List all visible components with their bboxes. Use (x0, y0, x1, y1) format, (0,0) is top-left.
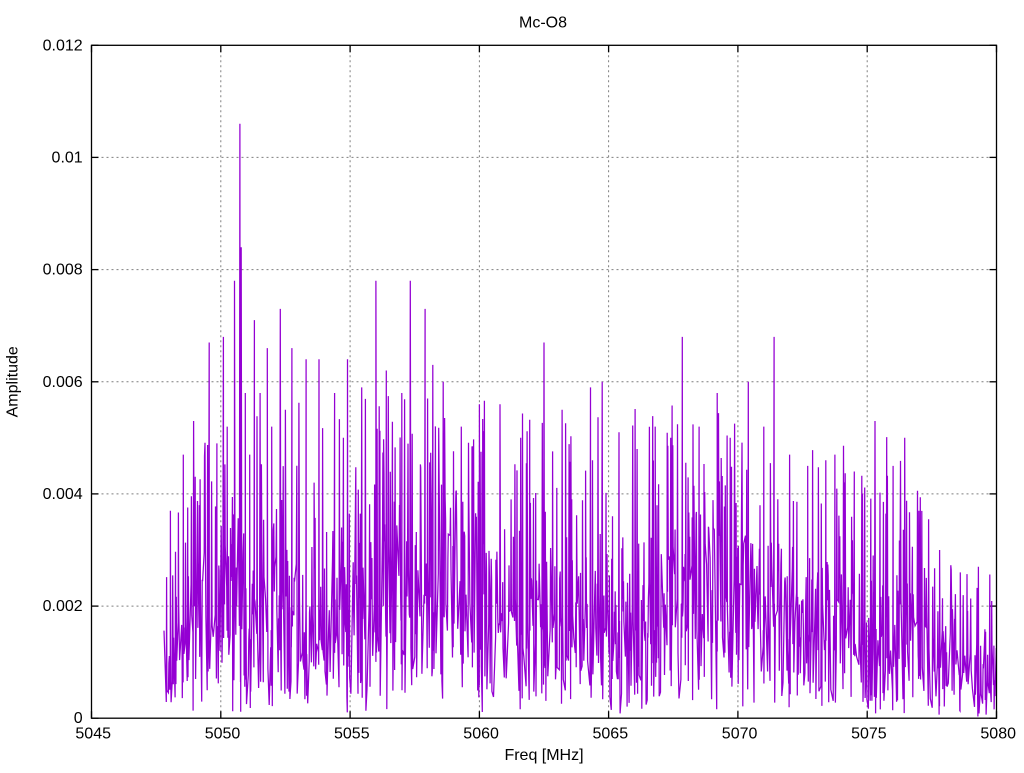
svg-text:5050: 5050 (205, 725, 241, 742)
svg-text:Amplitude: Amplitude (5, 346, 22, 417)
svg-text:0.008: 0.008 (43, 262, 83, 279)
svg-text:Freq [MHz]: Freq [MHz] (504, 747, 583, 764)
svg-text:5080: 5080 (980, 725, 1016, 742)
svg-text:0.004: 0.004 (43, 486, 83, 503)
svg-text:5060: 5060 (463, 725, 499, 742)
svg-text:5070: 5070 (722, 725, 758, 742)
svg-text:5045: 5045 (75, 725, 111, 742)
svg-text:0: 0 (74, 710, 83, 727)
svg-text:Mc-O8: Mc-O8 (519, 15, 567, 32)
svg-text:0.012: 0.012 (43, 37, 83, 54)
svg-text:0.006: 0.006 (43, 374, 83, 391)
svg-text:5075: 5075 (851, 725, 887, 742)
svg-text:5055: 5055 (334, 725, 370, 742)
svg-text:0.002: 0.002 (43, 598, 83, 615)
svg-text:5065: 5065 (593, 725, 629, 742)
svg-text:0.01: 0.01 (52, 149, 83, 166)
